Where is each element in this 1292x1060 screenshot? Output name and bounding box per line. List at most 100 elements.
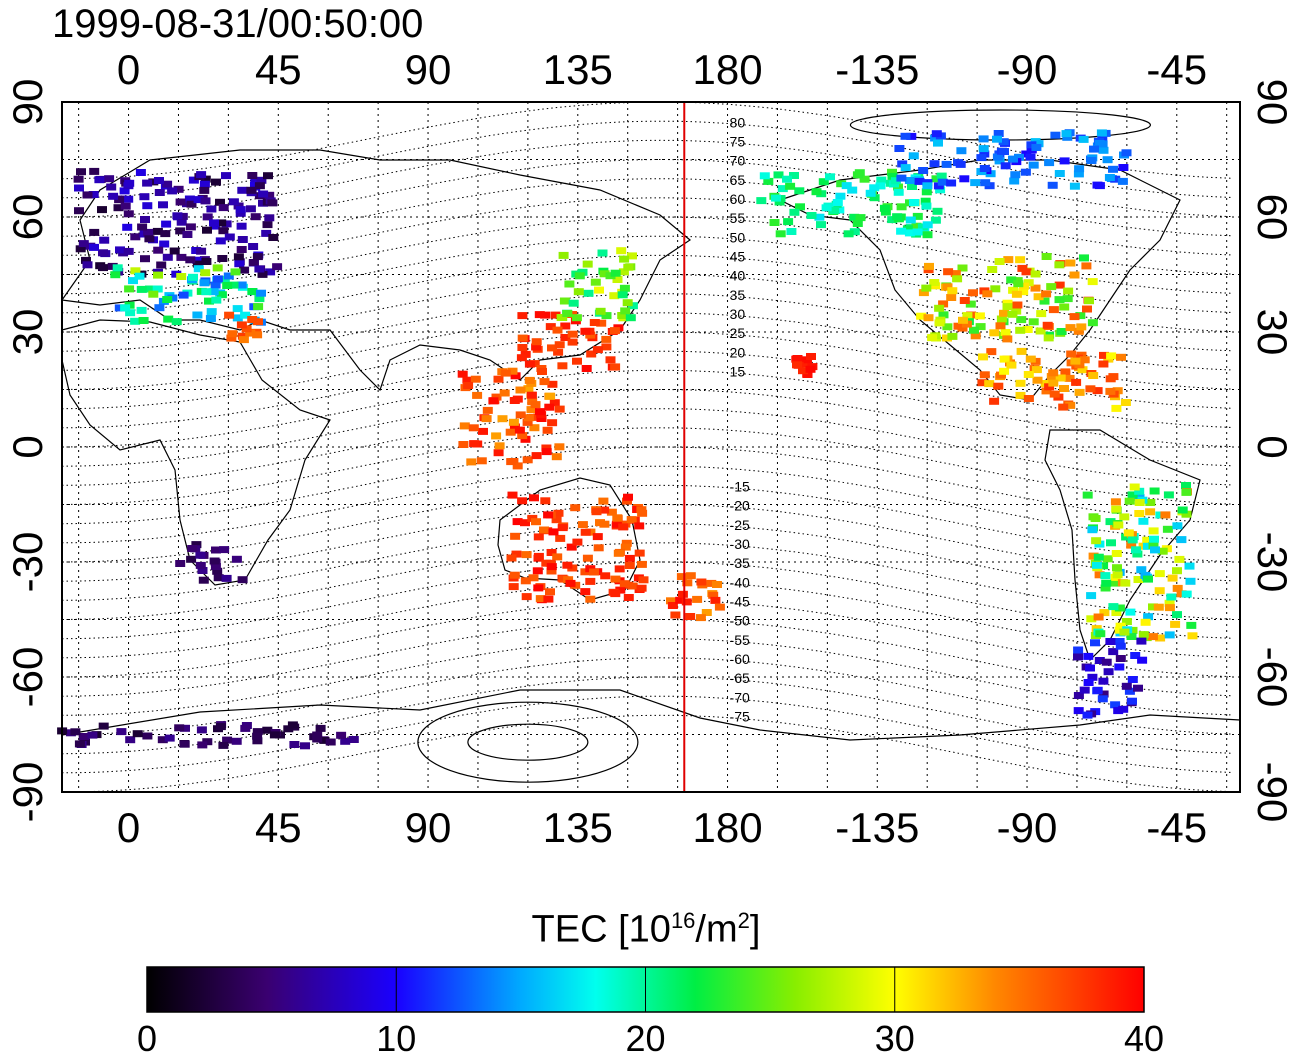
tec-point: [119, 187, 130, 195]
tec-point: [78, 240, 89, 248]
tec-point: [245, 329, 256, 337]
tec-point: [82, 261, 93, 269]
tec-point: [200, 175, 211, 183]
tec-point: [941, 160, 952, 168]
tec-point: [1113, 521, 1124, 529]
tec-point: [258, 190, 269, 198]
tec-point: [865, 189, 876, 197]
tec-point: [1111, 505, 1122, 513]
tec-point: [1129, 483, 1140, 491]
tec-point: [209, 557, 220, 565]
tec-point: [599, 506, 610, 514]
tec-point: [1105, 387, 1116, 395]
tec-point: [620, 307, 631, 315]
tec-point: [921, 188, 932, 196]
tec-point: [134, 272, 145, 280]
top-lon-tick-label: -90: [997, 46, 1058, 93]
tec-point: [634, 549, 645, 557]
tec-point: [154, 304, 165, 312]
tec-point: [1137, 656, 1148, 664]
tec-point: [618, 523, 629, 531]
contour-line: [61, 695, 1234, 774]
tec-point: [624, 562, 635, 569]
tec-point: [532, 567, 543, 575]
coast-africa: [61, 319, 331, 586]
tec-point: [517, 334, 528, 342]
tec-point: [468, 424, 479, 432]
tec-point: [497, 415, 508, 423]
right-lat-tick-label: 90: [1249, 79, 1292, 126]
tec-point: [466, 458, 477, 466]
top-lon-tick-label: 90: [405, 46, 452, 93]
tec-point: [977, 379, 988, 387]
tec-point: [794, 187, 805, 195]
tec-point: [263, 172, 273, 180]
tec-point: [1127, 491, 1138, 499]
tec-point: [521, 593, 532, 601]
tec-point: [193, 196, 204, 204]
tec-point: [70, 728, 81, 736]
tec-point: [541, 448, 552, 456]
tec-point: [522, 456, 533, 464]
tec-point: [984, 380, 995, 388]
tec-point: [192, 260, 203, 268]
contour-line: [61, 676, 1234, 755]
tec-point: [537, 368, 547, 375]
tec-point: [541, 559, 552, 567]
tec-point: [918, 167, 929, 174]
tec-point: [769, 219, 780, 226]
tec-point: [992, 153, 1003, 161]
tec-point: [199, 279, 210, 287]
tec-point: [921, 284, 932, 292]
tec-point: [283, 725, 294, 733]
tec-point: [89, 167, 100, 175]
tec-point: [535, 595, 546, 603]
tec-point: [1105, 518, 1116, 526]
tec-point: [252, 331, 263, 339]
tec-point: [1015, 391, 1026, 399]
contour-line: [61, 446, 1234, 525]
tec-point: [982, 290, 993, 298]
tec-point: [1127, 697, 1137, 705]
tec-point: [1124, 497, 1135, 505]
tec-point: [969, 326, 979, 334]
tec-point: [922, 182, 933, 190]
axis-ticks: 0045459090135135180180-135-135-90-90-45-…: [4, 46, 1292, 851]
tec-point: [592, 346, 603, 354]
tec-point: [200, 197, 211, 205]
tec-point: [206, 205, 217, 213]
tec-point: [999, 367, 1010, 375]
tec-point: [836, 180, 847, 188]
contour-label: -30: [730, 536, 750, 552]
tec-point: [510, 372, 521, 380]
tec-point: [115, 246, 125, 254]
tec-point: [1059, 157, 1070, 165]
tec-point: [515, 411, 526, 419]
contour-label: 55: [730, 210, 746, 226]
tec-point: [622, 497, 632, 505]
tec-point: [1041, 387, 1052, 395]
tec-point: [1086, 615, 1097, 623]
tec-point: [1048, 306, 1059, 314]
tec-point: [806, 353, 816, 360]
tec-point: [1012, 301, 1023, 309]
tec-point: [247, 172, 258, 179]
tec-point: [114, 196, 125, 204]
contour-label: -25: [730, 517, 750, 533]
tec-point: [896, 203, 907, 211]
contour-label: 45: [730, 249, 746, 265]
tec-point: [938, 300, 949, 308]
tec-point: [1036, 310, 1047, 318]
tec-point: [459, 422, 470, 430]
tec-point: [621, 539, 632, 547]
tec-point: [212, 567, 223, 575]
tec-point: [1100, 572, 1111, 580]
south-pole-ellipse-outer: [417, 701, 639, 783]
tec-point: [695, 614, 706, 622]
tec-point: [1000, 329, 1011, 336]
tec-point: [206, 308, 217, 316]
tec-point: [1116, 353, 1126, 361]
tec-point: [572, 357, 582, 365]
tec-point: [959, 297, 970, 304]
tec-point: [247, 288, 258, 295]
